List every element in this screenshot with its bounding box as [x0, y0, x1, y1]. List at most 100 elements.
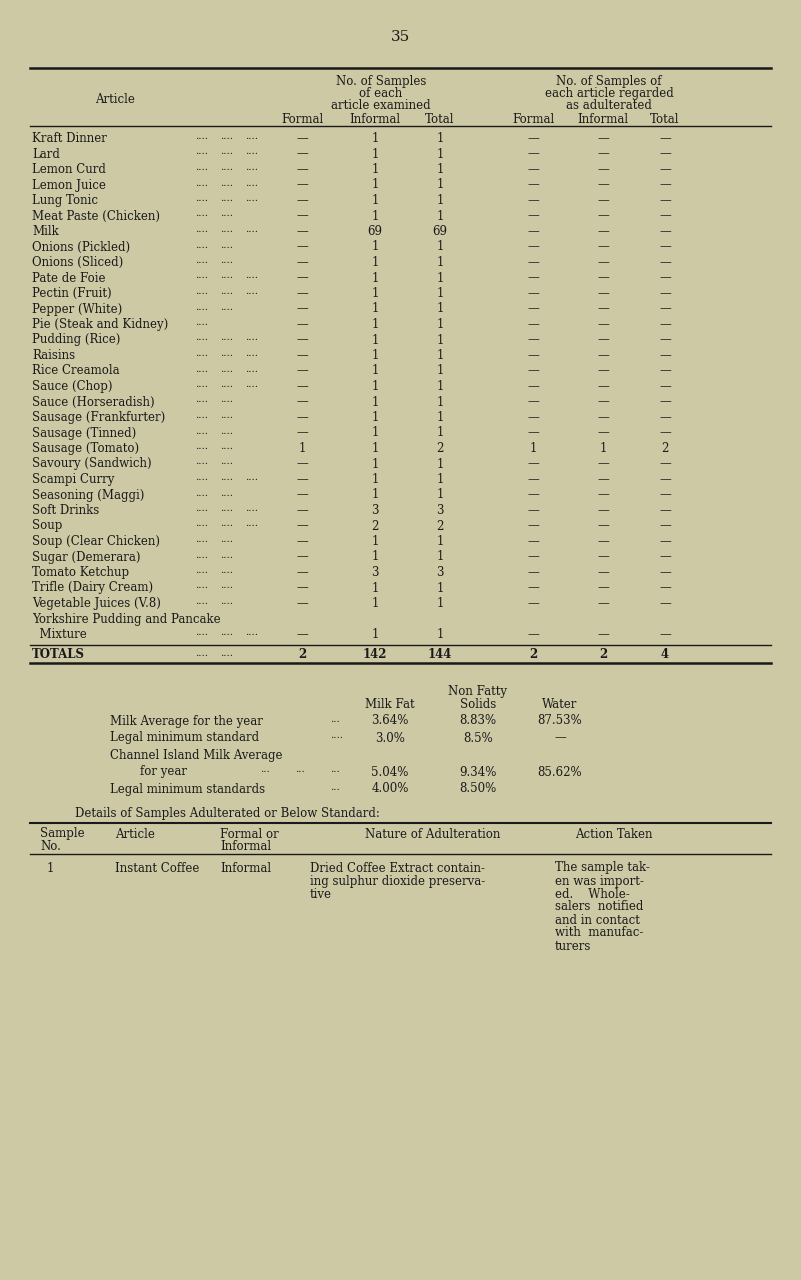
Text: —: —	[296, 504, 308, 517]
Text: ....: ....	[220, 178, 233, 187]
Text: ....: ....	[195, 628, 208, 637]
Text: Action Taken: Action Taken	[575, 827, 653, 841]
Text: —: —	[597, 550, 609, 563]
Text: —: —	[659, 178, 671, 192]
Text: —: —	[597, 566, 609, 579]
Text: ....: ....	[245, 504, 258, 513]
Text: ....: ....	[220, 287, 233, 296]
Text: Scampi Curry: Scampi Curry	[32, 474, 115, 486]
Text: for year: for year	[140, 765, 187, 778]
Text: ....: ....	[245, 178, 258, 187]
Text: Details of Samples Adulterated or Below Standard:: Details of Samples Adulterated or Below …	[75, 808, 380, 820]
Text: 2: 2	[437, 442, 444, 454]
Text: 1: 1	[372, 317, 379, 332]
Text: —: —	[527, 581, 539, 594]
Text: —: —	[527, 287, 539, 300]
Text: of each: of each	[360, 87, 403, 100]
Text: 1: 1	[437, 147, 444, 160]
Text: —: —	[527, 195, 539, 207]
Text: Vegetable Juices (V.8): Vegetable Juices (V.8)	[32, 596, 161, 611]
Text: 1: 1	[437, 596, 444, 611]
Text: 1: 1	[437, 163, 444, 175]
Text: 35: 35	[390, 29, 409, 44]
Text: 9.34%: 9.34%	[459, 765, 497, 778]
Text: —: —	[659, 287, 671, 300]
Text: Article: Article	[115, 827, 155, 841]
Text: Formal: Formal	[281, 113, 323, 125]
Text: ....: ....	[220, 334, 233, 343]
Text: 1: 1	[437, 256, 444, 269]
Text: tive: tive	[310, 887, 332, 901]
Text: 1: 1	[437, 195, 444, 207]
Text: Nature of Adulteration: Nature of Adulteration	[365, 827, 501, 841]
Text: —: —	[296, 287, 308, 300]
Text: 3.64%: 3.64%	[372, 714, 409, 727]
Text: ....: ....	[220, 489, 233, 498]
Text: ....: ....	[245, 365, 258, 374]
Text: —: —	[597, 163, 609, 175]
Text: ....: ....	[220, 271, 233, 280]
Text: Tomato Ketchup: Tomato Ketchup	[32, 566, 129, 579]
Text: —: —	[527, 380, 539, 393]
Text: 69: 69	[433, 225, 448, 238]
Text: ....: ....	[195, 504, 208, 513]
Text: ....: ....	[195, 365, 208, 374]
Text: 142: 142	[363, 649, 387, 662]
Text: ....: ....	[220, 195, 233, 204]
Text: ....: ....	[220, 457, 233, 466]
Text: Pudding (Rice): Pudding (Rice)	[32, 334, 120, 347]
Text: 2: 2	[529, 649, 537, 662]
Text: ....: ....	[195, 649, 208, 658]
Text: ....: ....	[195, 457, 208, 466]
Text: —: —	[554, 731, 566, 745]
Text: Lemon Juice: Lemon Juice	[32, 178, 106, 192]
Text: No.: No.	[40, 840, 61, 852]
Text: ....: ....	[220, 442, 233, 451]
Text: Milk Fat: Milk Fat	[365, 698, 415, 710]
Text: ....: ....	[245, 147, 258, 156]
Text: —: —	[597, 317, 609, 332]
Text: ....: ....	[195, 225, 208, 234]
Text: —: —	[597, 489, 609, 502]
Text: 1: 1	[437, 365, 444, 378]
Text: —: —	[527, 147, 539, 160]
Text: ....: ....	[195, 195, 208, 204]
Text: ....: ....	[195, 581, 208, 590]
Text: —: —	[597, 520, 609, 532]
Text: —: —	[296, 628, 308, 641]
Text: —: —	[597, 287, 609, 300]
Text: 69: 69	[368, 225, 383, 238]
Text: —: —	[597, 271, 609, 284]
Text: —: —	[527, 334, 539, 347]
Text: 1: 1	[372, 380, 379, 393]
Text: —: —	[659, 225, 671, 238]
Text: —: —	[296, 365, 308, 378]
Text: en was import-: en was import-	[555, 874, 644, 887]
Text: 1: 1	[372, 535, 379, 548]
Text: —: —	[296, 457, 308, 471]
Text: Article: Article	[95, 93, 135, 106]
Text: —: —	[659, 535, 671, 548]
Text: No. of Samples of: No. of Samples of	[556, 76, 662, 88]
Text: 1: 1	[46, 861, 54, 874]
Text: 1: 1	[437, 178, 444, 192]
Text: ....: ....	[220, 649, 233, 658]
Text: Solids: Solids	[460, 698, 496, 710]
Text: 1: 1	[437, 271, 444, 284]
Text: ....: ....	[220, 225, 233, 234]
Text: —: —	[527, 396, 539, 408]
Text: ....: ....	[220, 132, 233, 141]
Text: 1: 1	[372, 457, 379, 471]
Text: No. of Samples: No. of Samples	[336, 76, 426, 88]
Text: Meat Paste (Chicken): Meat Paste (Chicken)	[32, 210, 160, 223]
Text: 1: 1	[372, 195, 379, 207]
Text: ....: ....	[220, 581, 233, 590]
Text: ...: ...	[295, 765, 304, 774]
Text: —: —	[659, 256, 671, 269]
Text: Informal: Informal	[349, 113, 400, 125]
Text: —: —	[296, 349, 308, 362]
Text: ....: ....	[220, 550, 233, 559]
Text: 4: 4	[661, 649, 669, 662]
Text: ....: ....	[245, 163, 258, 172]
Text: Legal minimum standard: Legal minimum standard	[110, 731, 260, 745]
